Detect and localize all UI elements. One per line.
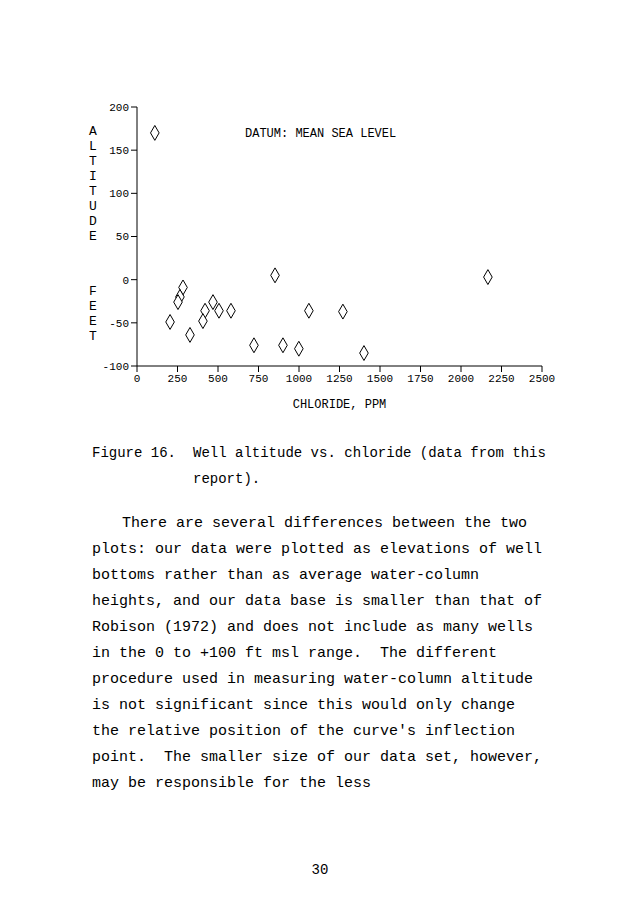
svg-text:250: 250 (168, 373, 188, 385)
svg-text:100: 100 (109, 188, 129, 200)
html-text:30: 30 (311, 862, 329, 878)
html-text:F: F (89, 284, 97, 299)
svg-text:200: 200 (109, 102, 129, 114)
html-text:U: U (89, 199, 97, 214)
html-text:L: L (89, 139, 97, 154)
html-text:I: I (89, 169, 97, 184)
html-text:D: D (89, 214, 97, 229)
html-text:E: E (89, 314, 97, 329)
html-text:DATUM: MEAN SEA LEVEL: DATUM: MEAN SEA LEVEL (245, 127, 397, 141)
html-text:E: E (89, 299, 97, 314)
html-text:Figure 16.: Figure 16. (92, 445, 176, 461)
html-text:T: T (89, 184, 97, 199)
svg-text:0: 0 (122, 275, 129, 287)
html-text:E: E (89, 229, 97, 244)
svg-text:2500: 2500 (529, 373, 555, 385)
svg-text:750: 750 (249, 373, 269, 385)
html-text:There are several differences: There are several differences between th… (92, 515, 552, 792)
html-text:T: T (89, 329, 97, 344)
svg-text:1500: 1500 (367, 373, 393, 385)
svg-text:2250: 2250 (488, 373, 514, 385)
svg-text:CHLORIDE, PPM: CHLORIDE, PPM (293, 398, 387, 412)
svg-text:1750: 1750 (407, 373, 433, 385)
svg-text:500: 500 (208, 373, 228, 385)
svg-text:0: 0 (134, 373, 141, 385)
svg-text:-50: -50 (109, 318, 129, 330)
html-text:A: A (89, 124, 97, 139)
svg-text:2000: 2000 (448, 373, 474, 385)
svg-text:-100: -100 (103, 361, 129, 373)
svg-text:1250: 1250 (326, 373, 352, 385)
svg-text:150: 150 (109, 145, 129, 157)
svg-text:50: 50 (116, 231, 129, 243)
html-text:T: T (89, 154, 97, 169)
html-text:Well altitude vs. chloride (da: Well altitude vs. chloride (data from th… (193, 445, 546, 487)
svg-text:1000: 1000 (286, 373, 312, 385)
